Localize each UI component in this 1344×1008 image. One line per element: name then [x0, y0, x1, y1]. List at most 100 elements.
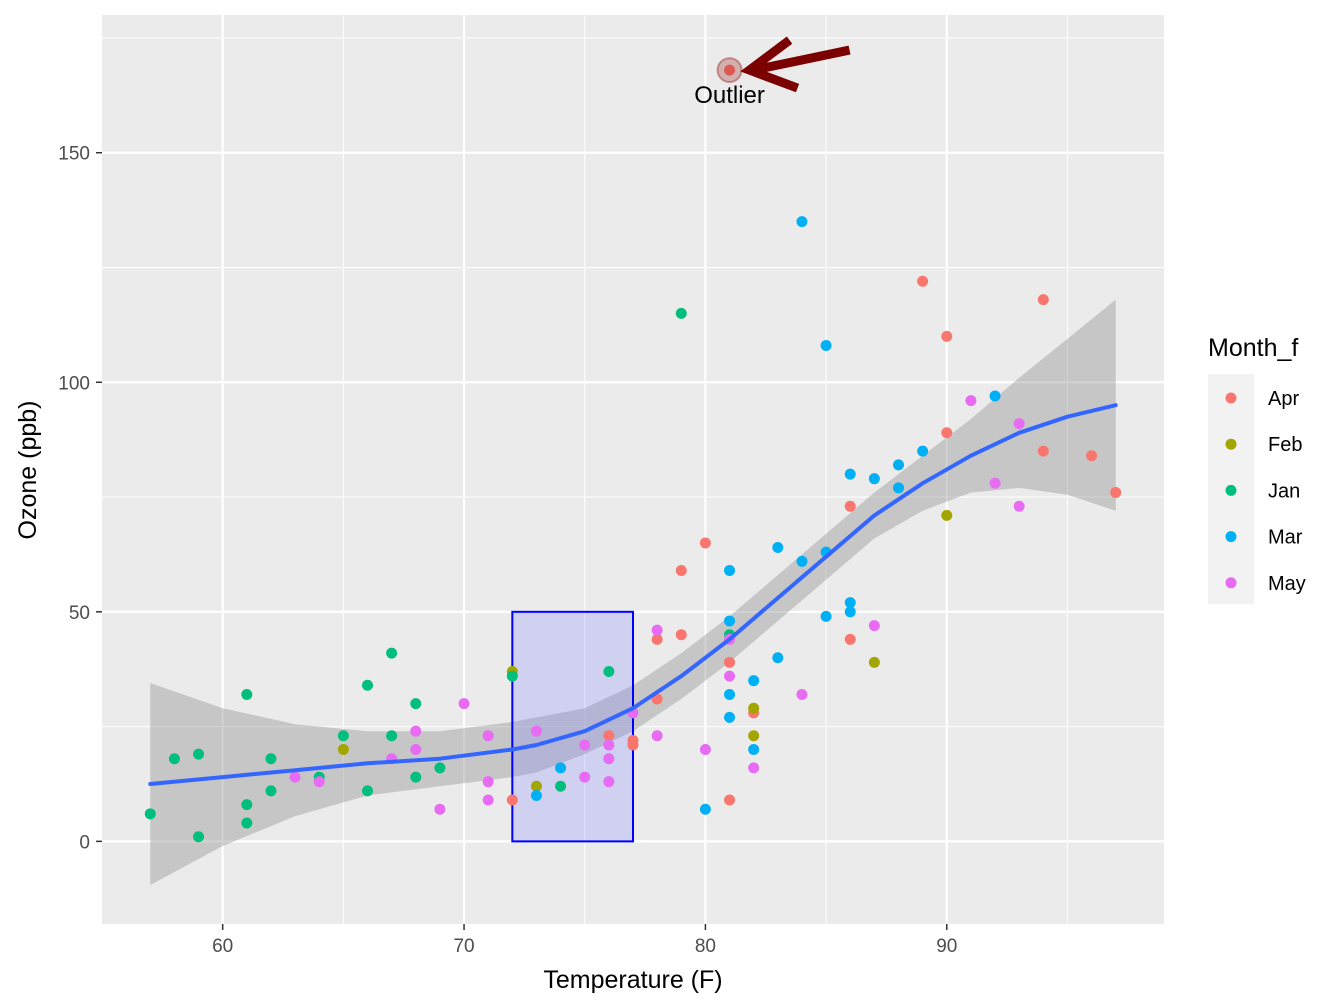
point-apr: [724, 64, 736, 76]
y-tick-label: 100: [58, 373, 90, 394]
point-may: [579, 771, 591, 783]
point-may: [724, 670, 736, 682]
x-tick-label: 90: [936, 936, 957, 957]
y-tick-label: 50: [69, 603, 90, 624]
point-mar: [844, 606, 856, 618]
minor-gridlines: [102, 15, 1164, 924]
outlier-arrow-shaft: [752, 45, 851, 75]
point-apr: [603, 730, 615, 742]
point-mar: [530, 789, 542, 801]
point-jan: [241, 688, 253, 700]
point-jan: [144, 808, 156, 820]
point-may: [289, 771, 301, 783]
point-apr: [724, 794, 736, 806]
point-feb: [868, 656, 880, 668]
point-may: [458, 698, 470, 710]
outlier-label: Outlier: [694, 82, 765, 109]
point-may: [1013, 418, 1025, 430]
point-may: [530, 725, 542, 737]
smooth-line-path: [148, 403, 1118, 786]
point-may: [482, 776, 494, 788]
point-apr: [844, 633, 856, 645]
point-may: [1013, 500, 1025, 512]
point-mar: [555, 762, 567, 774]
point-mar: [893, 482, 904, 494]
legend-label-feb: Feb: [1268, 434, 1302, 456]
point-apr: [724, 656, 736, 668]
point-feb: [337, 744, 349, 756]
point-mar: [820, 610, 832, 622]
point-jan: [241, 799, 253, 811]
smooth-trend-line: [148, 403, 1118, 786]
point-feb: [941, 509, 953, 521]
point-may: [989, 477, 1001, 489]
point-mar: [796, 555, 808, 567]
point-mar: [748, 675, 760, 687]
legend-key-feb: [1225, 438, 1237, 450]
point-jan: [362, 679, 373, 691]
point-may: [579, 739, 591, 751]
point-may: [603, 776, 615, 788]
x-tick-label: 60: [212, 936, 233, 957]
legend-label-apr: Apr: [1268, 388, 1299, 410]
point-apr: [627, 739, 639, 751]
y-tick-label: 150: [58, 144, 90, 165]
point-apr: [1037, 294, 1049, 306]
point-may: [313, 776, 325, 788]
point-apr: [675, 565, 687, 576]
legend-key-mar: [1225, 531, 1237, 543]
point-mar: [796, 216, 808, 228]
point-feb: [748, 702, 760, 714]
point-apr: [506, 794, 518, 806]
point-apr: [844, 500, 856, 512]
point-feb: [748, 730, 760, 742]
point-mar: [989, 390, 1001, 402]
point-mar: [724, 615, 736, 627]
point-jan: [337, 730, 349, 742]
outlier-annotation: Outlier: [694, 36, 851, 109]
legend-label-may: May: [1268, 573, 1306, 595]
point-may: [796, 688, 808, 700]
point-apr: [941, 330, 953, 342]
point-mar: [748, 744, 760, 756]
point-may: [410, 744, 422, 756]
point-jan: [193, 748, 205, 760]
point-jan: [410, 771, 422, 783]
point-may: [410, 725, 422, 737]
point-jan: [386, 647, 398, 659]
x-axis-ticks: 60 70 80 90: [212, 924, 957, 957]
point-mar: [844, 468, 856, 480]
y-axis-title: Ozone (ppb): [14, 401, 42, 540]
point-may: [482, 794, 494, 806]
point-jan: [603, 666, 615, 677]
point-apr: [699, 537, 711, 549]
point-jan: [506, 670, 518, 682]
point-mar: [724, 565, 736, 576]
point-mar: [724, 688, 736, 700]
outlier-highlight-circle: [716, 57, 743, 84]
point-apr: [1086, 450, 1098, 462]
point-apr: [941, 427, 953, 439]
point-jan: [362, 785, 373, 797]
point-mar: [844, 597, 856, 609]
point-jan: [168, 753, 180, 765]
point-apr: [917, 275, 929, 287]
point-mar: [724, 711, 736, 723]
legend: Month_f Apr Feb Jan Mar May: [1208, 334, 1306, 604]
point-mar: [699, 803, 711, 815]
point-jan: [265, 785, 277, 797]
point-mar: [917, 445, 929, 457]
x-tick-label: 80: [695, 936, 716, 957]
point-may: [482, 730, 494, 742]
point-may: [603, 753, 615, 765]
highlight-rect-shape: [511, 610, 634, 843]
outlier-arrow-head: [740, 36, 800, 93]
legend-key-may: [1225, 577, 1237, 589]
point-jan: [193, 831, 205, 843]
point-may: [603, 739, 615, 751]
y-axis-ticks: 0 50 100 150: [58, 144, 102, 853]
x-tick-label: 70: [453, 936, 474, 957]
highlight-rectangle: [511, 610, 634, 843]
point-mar: [820, 340, 832, 352]
